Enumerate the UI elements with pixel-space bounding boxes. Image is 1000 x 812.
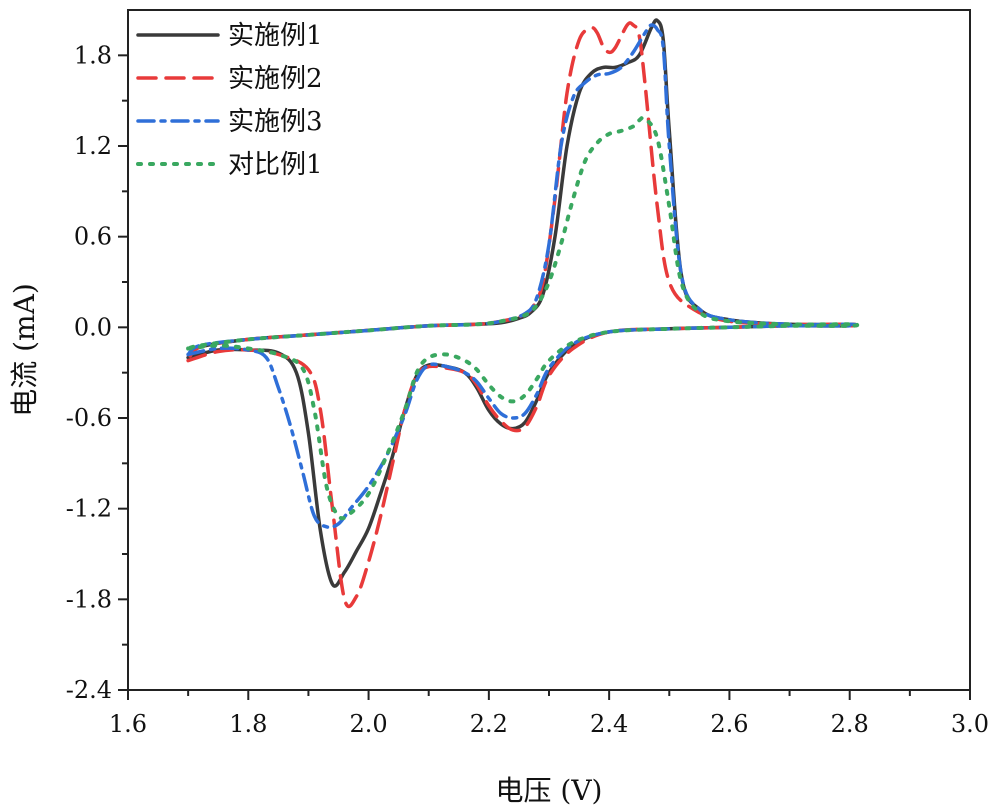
x-tick-label: 2.6 [710, 710, 748, 738]
x-tick-label: 2.0 [349, 710, 387, 738]
legend-label: 对比例1 [228, 150, 323, 180]
y-tick-label: -1.2 [66, 495, 112, 523]
y-tick-label: 1.2 [74, 132, 112, 160]
y-tick-label: 0.0 [74, 313, 112, 341]
y-axis: -2.4 -1.8 -1.2 -0.6 0.0 0.6 1.2 1.8 [66, 41, 128, 704]
legend-label: 实施例2 [228, 64, 323, 94]
series-line [188, 25, 857, 527]
y-axis-title: 电流 (mA) [8, 283, 41, 417]
x-tick-label: 1.6 [109, 710, 147, 738]
x-tick-label: 2.2 [470, 710, 508, 738]
y-tick-label: 0.6 [74, 223, 112, 251]
y-tick-label: -0.6 [66, 404, 112, 432]
legend-label: 实施例1 [228, 21, 323, 51]
y-tick-label: -1.8 [66, 585, 112, 613]
y-tick-label: 1.8 [74, 41, 112, 69]
x-axis: 1.6 1.8 2.0 2.2 2.4 2.6 2.8 3.0 [109, 690, 989, 738]
legend-label: 实施例3 [228, 107, 323, 137]
legend: 实施例1 实施例2 实施例3 对比例1 [138, 21, 323, 180]
series-line [188, 20, 857, 586]
x-tick-label: 1.8 [229, 710, 267, 738]
x-tick-label: 2.4 [590, 710, 628, 738]
y-tick-label: -2.4 [66, 676, 112, 704]
x-axis-title: 电压 (V) [496, 774, 603, 807]
x-tick-label: 3.0 [951, 710, 989, 738]
x-tick-label: 2.8 [831, 710, 869, 738]
